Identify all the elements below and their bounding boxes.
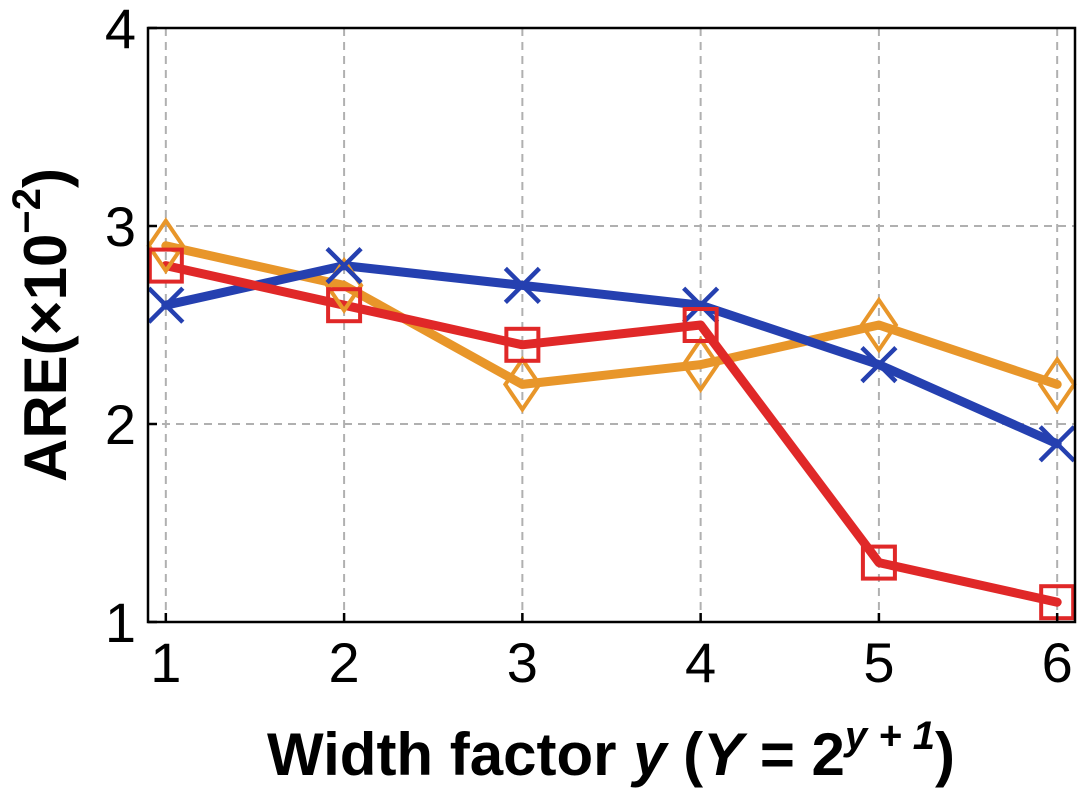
x-tick-label: 2 (329, 631, 360, 694)
y-tick-label: 4 (105, 0, 136, 60)
diamond-marker (681, 336, 721, 394)
x-marker (503, 266, 541, 304)
y-tick-label: 1 (105, 591, 136, 654)
x-tick-label: 5 (863, 631, 894, 694)
x-marker (325, 247, 363, 285)
y-tick-label: 3 (105, 195, 136, 258)
square-marker (326, 287, 363, 324)
x-tick-label: 6 (1042, 631, 1073, 694)
series-line-x (161, 261, 1062, 449)
grid-layer (148, 28, 1075, 622)
diamond-marker (1037, 355, 1077, 413)
square-marker (147, 247, 184, 284)
x-axis-label: Width factor y (Y = 2y + 1) (267, 714, 955, 788)
x-tick-label: 4 (685, 631, 716, 694)
series-line-square (161, 261, 1062, 607)
x-marker (860, 346, 898, 384)
diamond-marker (859, 296, 899, 354)
x-marker (147, 286, 185, 324)
series-layer (146, 217, 1077, 621)
x-marker (682, 286, 720, 324)
diamond-marker (146, 217, 186, 275)
y-tick-label: 2 (105, 393, 136, 456)
series-line-diamond (161, 241, 1062, 389)
x-tick-label: 3 (507, 631, 538, 694)
square-marker (682, 307, 719, 343)
plot-frame (146, 26, 1077, 624)
tick-layer: 1 2 3 4 5 6 1 2 3 4 (105, 0, 1073, 694)
x-tick-label: 1 (150, 631, 181, 694)
square-marker (860, 544, 897, 581)
x-marker (1038, 425, 1076, 463)
square-marker (504, 326, 541, 363)
y-axis-label: ARE(×10−2) (5, 168, 79, 482)
diamond-marker (502, 355, 542, 413)
